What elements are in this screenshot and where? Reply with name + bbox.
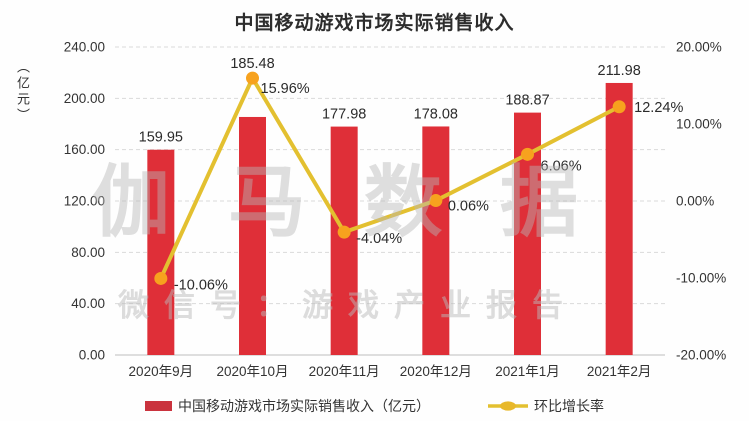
- growth-value-label: -10.06%: [174, 277, 228, 293]
- bar-2021年2月: [605, 82, 633, 356]
- bar-2020年11月: [330, 126, 358, 355]
- right-axis-tick: -10.00%: [676, 271, 726, 286]
- x-axis-label: 2020年11月: [309, 364, 380, 379]
- left-axis-tick: 0.00: [79, 348, 105, 363]
- line-point-2020年11月: [337, 225, 351, 239]
- right-axis-tick: -20.00%: [676, 348, 726, 363]
- left-axis-tick: 240.00: [64, 40, 105, 55]
- right-axis-tick: 0.00%: [676, 194, 714, 209]
- growth-value-label: 0.06%: [448, 199, 489, 215]
- left-axis-tick: 120.00: [64, 194, 105, 209]
- growth-line: [159, 76, 621, 280]
- chart-legend: 中国移动游戏市场实际销售收入（亿元） 环比增长率: [0, 396, 749, 416]
- bar-value-label: 188.87: [505, 93, 549, 109]
- left-axis-tick: 200.00: [64, 91, 105, 106]
- bar-value-label: 177.98: [322, 107, 366, 123]
- bar-value-label: 211.98: [598, 63, 641, 79]
- bar-2020年9月: [147, 149, 175, 355]
- growth-value-label: 15.96%: [261, 81, 310, 97]
- x-axis-label: 2021年1月: [495, 364, 560, 379]
- growth-value-label: 6.06%: [541, 158, 582, 174]
- legend-line-swatch: [488, 401, 528, 411]
- legend-item-growth: 环比增长率: [488, 396, 604, 416]
- x-axis-label: 2020年12月: [400, 364, 472, 379]
- bar-value-label: 159.95: [139, 130, 183, 146]
- growth-value-label: -4.04%: [356, 231, 402, 247]
- line-point-2021年1月: [521, 147, 534, 161]
- legend-line-label: 环比增长率: [534, 398, 604, 414]
- left-axis-tick: 40.00: [71, 296, 105, 311]
- right-axis-tick: 20.00%: [676, 40, 722, 55]
- legend-bar-swatch: [145, 401, 172, 411]
- growth-value-label: 12.24%: [634, 100, 683, 116]
- left-axis-tick: 160.00: [64, 142, 105, 157]
- x-axis-label: 2020年9月: [129, 364, 194, 379]
- left-axis-tick: 80.00: [71, 245, 105, 260]
- bar-2020年10月: [239, 116, 266, 355]
- bar-2020年12月: [422, 126, 450, 356]
- legend-item-revenue: 中国移动游戏市场实际销售收入（亿元）: [145, 396, 430, 416]
- x-axis-label: 2021年2月: [587, 364, 652, 379]
- left-axis-unit-label: （亿元）: [15, 60, 30, 124]
- chart-title: 中国移动游戏市场实际销售收入: [234, 13, 515, 34]
- line-point-2020年12月: [429, 194, 443, 208]
- right-axis-tick: 10.00%: [676, 117, 722, 132]
- legend-bar-label: 中国移动游戏市场实际销售收入（亿元）: [178, 398, 430, 414]
- line-point-2020年10月: [246, 71, 259, 85]
- line-point-2020年9月: [154, 271, 168, 285]
- bar-value-label: 185.48: [230, 56, 274, 72]
- bar-value-label: 178.08: [414, 106, 458, 122]
- x-axis-label: 2020年10月: [216, 364, 288, 379]
- line-point-2021年2月: [612, 100, 626, 114]
